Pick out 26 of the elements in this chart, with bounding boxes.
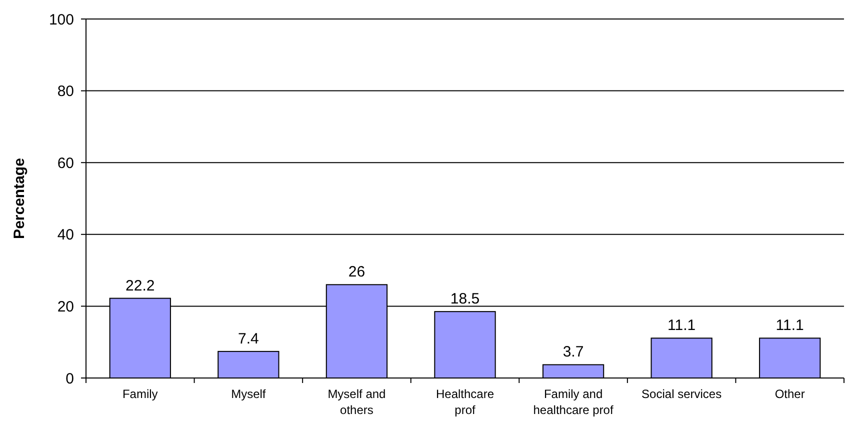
y-tick-label: 100 [48, 11, 74, 28]
data-label: 26 [348, 264, 366, 281]
data-label: 11.1 [668, 317, 696, 334]
data-label: 22.2 [126, 277, 155, 294]
bar [542, 364, 604, 378]
x-tick-label: Myself [231, 387, 266, 401]
data-label: 11.1 [776, 317, 804, 334]
y-tick-label: 60 [57, 154, 74, 172]
data-label: 18.5 [450, 290, 480, 308]
bar [218, 350, 280, 378]
x-tick-label: Family and healthcare prof [533, 387, 614, 417]
y-tick-label: 40 [57, 226, 74, 244]
x-tick-label: Other [774, 387, 805, 401]
bar [434, 311, 496, 378]
bar [650, 338, 712, 378]
x-tick-label: Family [122, 387, 158, 401]
data-label: 7.4 [238, 330, 259, 348]
x-tick-label: Healthcare prof [436, 387, 494, 417]
y-tick-label: 80 [57, 83, 74, 100]
y-axis-title: Percentage [11, 158, 28, 239]
x-tick-label: Myself and others [328, 387, 386, 417]
bar [759, 338, 821, 378]
y-tick-label: 0 [66, 370, 74, 388]
y-tick-label: 20 [57, 298, 74, 316]
x-tick-label: Social services [642, 387, 722, 401]
data-label: 3.7 [562, 344, 584, 361]
